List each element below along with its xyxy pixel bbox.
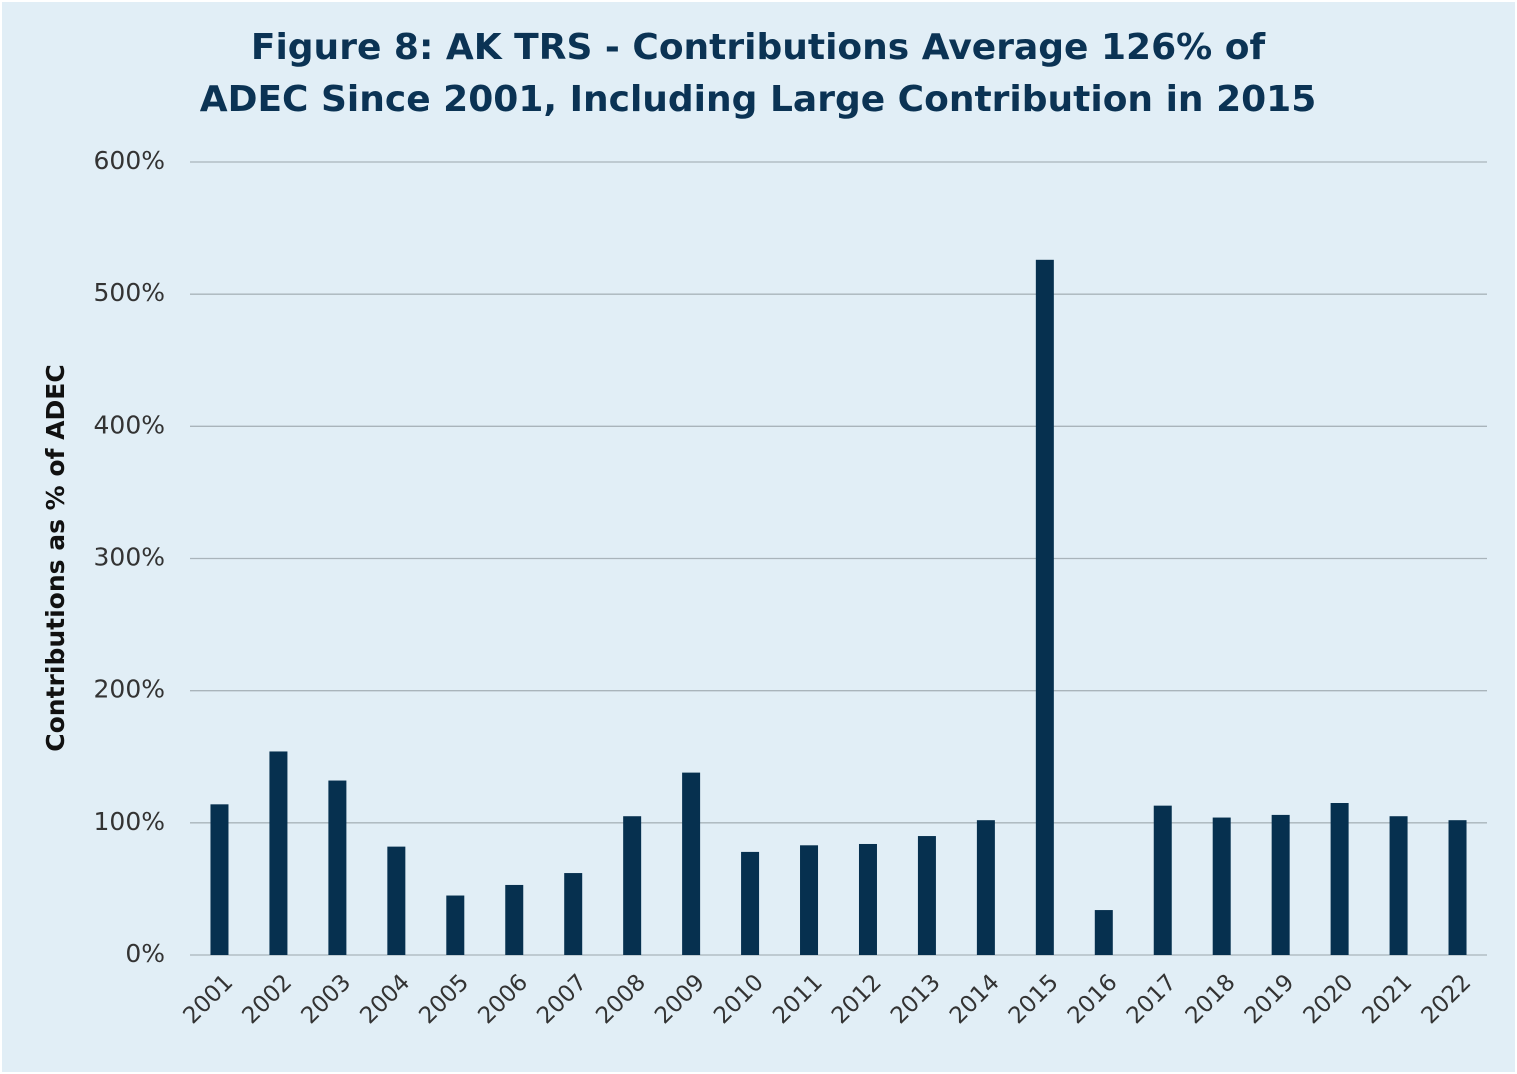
bar	[1094, 910, 1113, 955]
y-tick-label: 600%	[94, 146, 165, 175]
bar	[682, 772, 701, 955]
bar	[741, 851, 760, 955]
bar	[1271, 814, 1290, 955]
y-tick-label: 100%	[94, 807, 165, 836]
y-tick-label: 300%	[94, 543, 165, 572]
bar	[917, 836, 936, 955]
title-label: Figure 8:	[251, 27, 433, 68]
y-tick-label: 200%	[94, 675, 165, 704]
bar	[564, 873, 583, 955]
title-line: AK TRS - Contributions Average 126% of	[446, 27, 1266, 68]
bar	[1389, 816, 1408, 955]
y-tick-label: 0%	[125, 939, 165, 968]
bar	[505, 884, 524, 955]
bar	[1330, 803, 1349, 955]
bar	[210, 804, 229, 955]
bar	[858, 843, 877, 955]
bar	[328, 780, 347, 955]
bar	[623, 816, 642, 955]
chart-title: ADEC Since 2001, Including Large Contrib…	[200, 79, 1317, 120]
y-tick-label: 500%	[94, 278, 165, 307]
bar	[1212, 817, 1231, 955]
bar	[446, 895, 465, 955]
bar	[1448, 820, 1467, 955]
bar	[269, 751, 288, 955]
bar	[1153, 805, 1172, 955]
y-tick-label: 400%	[94, 410, 165, 439]
bar	[800, 845, 819, 955]
bar	[1035, 259, 1054, 955]
bar	[387, 846, 406, 955]
chart-title: Figure 8: AK TRS - Contributions Average…	[251, 27, 1266, 68]
bar	[976, 820, 995, 955]
y-axis-label: Contributions as % of ADEC	[41, 364, 70, 751]
